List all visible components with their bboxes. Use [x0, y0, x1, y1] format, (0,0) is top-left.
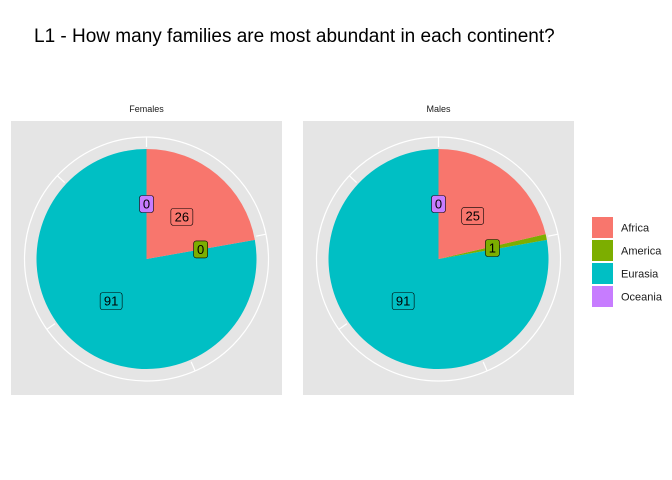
legend-swatch	[592, 240, 613, 261]
grid-tick	[548, 233, 559, 237]
data-label-text: 0	[197, 242, 204, 257]
slice-africa	[438, 149, 546, 259]
legend-label: Africa	[621, 223, 650, 235]
grid-tick	[46, 323, 56, 330]
data-label-box	[99, 292, 123, 310]
grid-tick	[256, 233, 267, 237]
grid-tick	[338, 323, 348, 330]
data-label-oceania: 0	[139, 195, 154, 213]
data-label-america: 0	[193, 240, 208, 259]
legend-item-oceania: Oceania	[592, 286, 663, 307]
slice-eurasia	[328, 149, 549, 369]
legend-item-eurasia: Eurasia	[592, 263, 659, 284]
data-label-oceania: 0	[431, 195, 446, 213]
data-label-eurasia: 91	[99, 292, 123, 310]
data-label-text: 1	[489, 241, 496, 256]
data-label-text: 0	[435, 197, 442, 212]
panel-males: Males 0 91 1 25	[303, 104, 574, 395]
grid-tick	[190, 361, 196, 372]
data-label-box	[139, 195, 154, 213]
panel-females: Females 0 91 0 26	[11, 104, 282, 395]
legend-item-africa: Africa	[592, 217, 650, 238]
data-label-box	[391, 292, 415, 310]
legend-label: Eurasia	[621, 269, 659, 281]
panels: Females 0 91 0 26 Males 0 91 1 25	[11, 104, 574, 395]
grid-tick	[56, 175, 66, 183]
panel-title: Females	[129, 104, 164, 114]
data-label-eurasia: 91	[391, 292, 415, 310]
data-label-box	[193, 240, 208, 259]
slice-africa	[146, 149, 255, 259]
data-label-africa: 25	[461, 207, 485, 225]
grid-tick	[348, 175, 358, 183]
data-label-text: 26	[175, 209, 189, 224]
legend-swatch	[592, 286, 613, 307]
legend-label: Oceania	[621, 292, 663, 304]
data-label-box	[431, 195, 446, 213]
data-label-text: 25	[465, 209, 479, 224]
chart-title: L1 - How many families are most abundant…	[34, 26, 555, 47]
legend-label: America	[621, 246, 662, 258]
data-label-box	[461, 207, 485, 225]
data-label-text: 0	[143, 197, 150, 212]
panel-title: Males	[426, 104, 451, 114]
legend: Africa America Eurasia Oceania	[592, 217, 663, 307]
legend-item-america: America	[592, 240, 662, 261]
data-label-text: 91	[396, 294, 410, 309]
data-label-text: 91	[104, 294, 118, 309]
data-label-america: 1	[485, 239, 500, 257]
legend-swatch	[592, 217, 613, 238]
data-label-box	[170, 208, 194, 226]
data-label-box	[485, 239, 500, 257]
legend-swatch	[592, 263, 613, 284]
grid-tick	[482, 361, 488, 372]
data-label-africa: 26	[170, 208, 194, 226]
